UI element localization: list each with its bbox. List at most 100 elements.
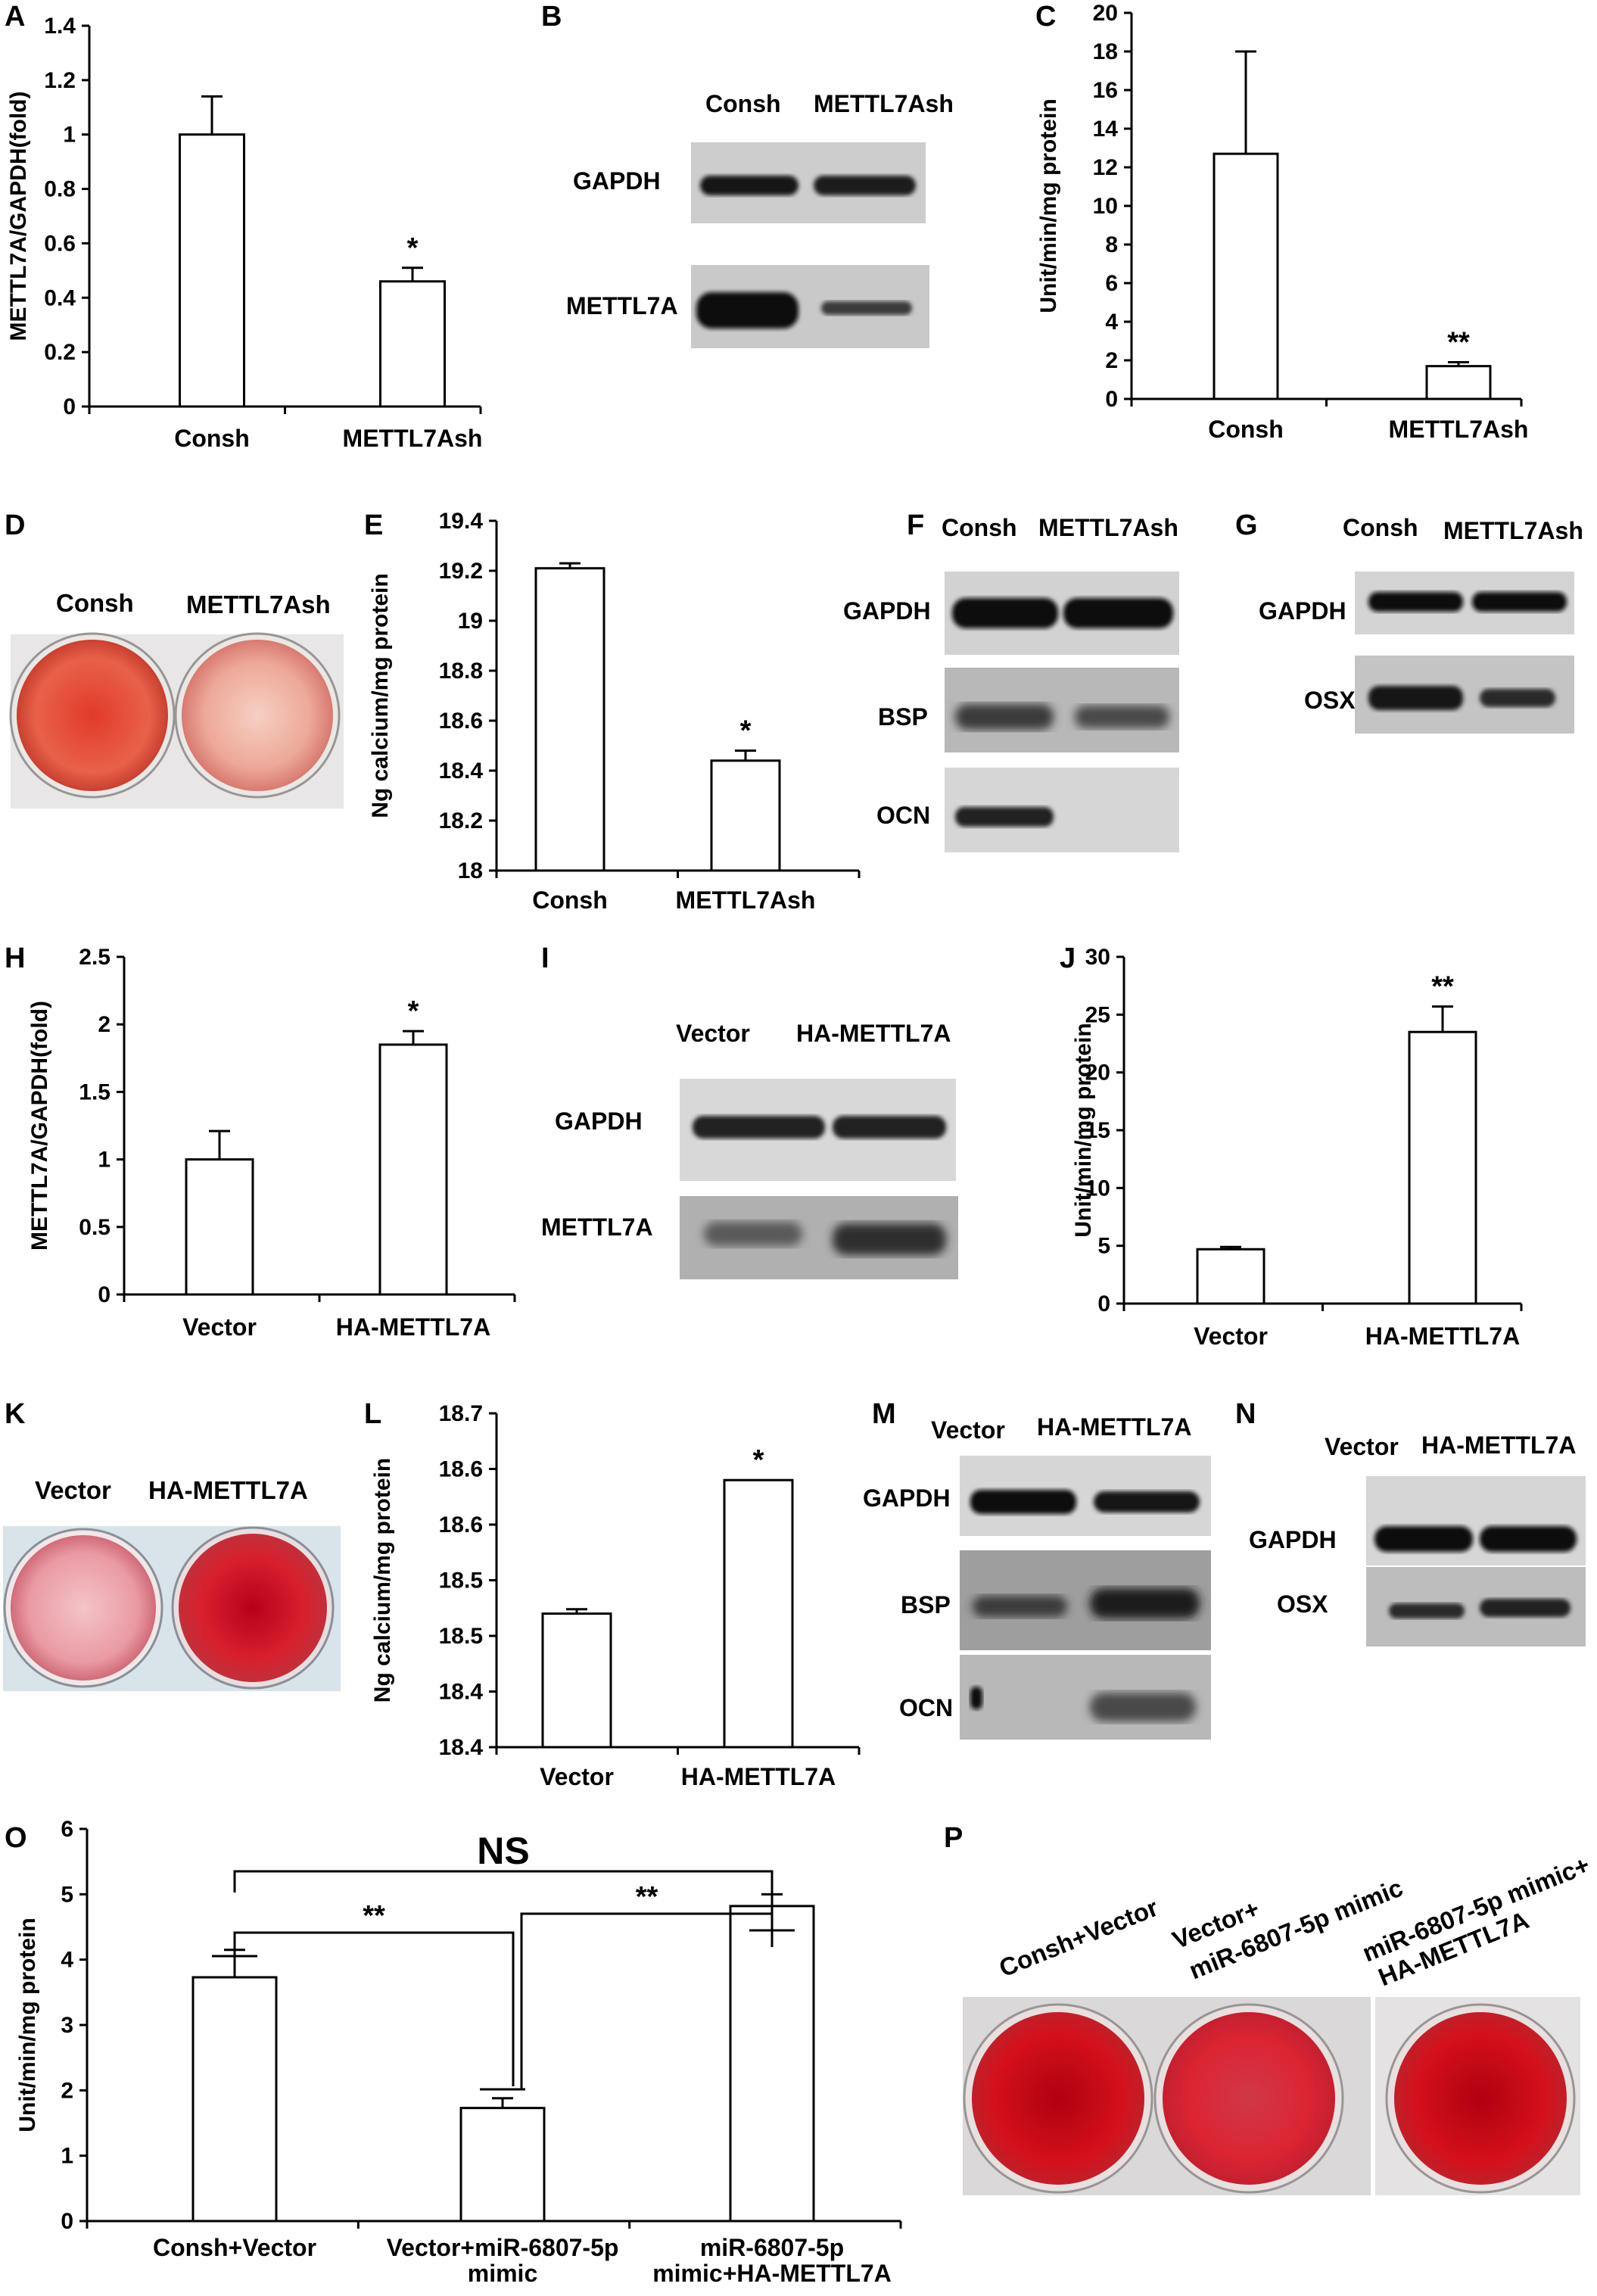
chart-c-y-tick-label: 18 (1093, 39, 1118, 64)
chart-c-category-label: Consh (1208, 416, 1284, 443)
chart-a-category-label: METTL7Ash (343, 425, 483, 452)
blot-m-band-gapdh-1 (970, 1490, 1076, 1514)
blot-n-membrane-gapdh (1366, 1476, 1586, 1565)
panel-label-b: B (541, 1, 562, 33)
chart-a-y-tick-label: 1.2 (44, 68, 76, 93)
chart-o-category-label: Vector+miR-6807-5p (387, 2234, 619, 2261)
chart-h-category-label: HA-METTL7A (336, 1313, 490, 1341)
chart-o-category-label: miR-6807-5p (700, 2234, 844, 2261)
dish-p-label-consh-vector: Consh+Vector (995, 1893, 1163, 1983)
chart-o-bar (191, 1976, 278, 2223)
chart-e-y-tick-label: 18.4 (439, 759, 484, 784)
chart-e-y-tick-label: 18.8 (439, 659, 483, 684)
chart-j-bar (1196, 1248, 1265, 1305)
chart-o-y-tick-label: 0 (61, 2209, 73, 2234)
dish-k-well-ha-mettl7a (179, 1534, 327, 1682)
chart-c-bar (1213, 152, 1279, 400)
western-blot-g: Consh METTL7Ash GAPDH OSX (1259, 514, 1583, 734)
blot-i-band-mettl7a-2 (833, 1223, 946, 1255)
blot-g-row-osx: OSX (1304, 687, 1356, 714)
chart-o-y-tick-label: 1 (61, 2144, 73, 2169)
chart-o-comparison-label: NS (477, 1830, 529, 1872)
chart-o-comparison-bracket (233, 1870, 774, 1947)
chart-h-y-axis-label: METTL7A/GAPDH(fold) (27, 1001, 52, 1251)
blot-f-band-gapdh-1 (952, 598, 1058, 628)
blot-m-row-gapdh: GAPDH (863, 1484, 951, 1512)
blot-b-lane-consh: Consh (705, 90, 781, 117)
chart-j-y-tick-label: 30 (1085, 945, 1110, 970)
chart-a-y-tick-label: 0.4 (44, 285, 76, 310)
blot-f-band-bsp-2 (1075, 706, 1169, 728)
chart-o-y-tick-label: 4 (61, 1948, 73, 1973)
panel-label-c: C (1035, 1, 1056, 33)
chart-l-y-tick-label: 18.6 (439, 1512, 483, 1537)
blot-b-row-mettl7a: METTL7A (566, 292, 678, 319)
blot-n-band-gapdh-2 (1480, 1526, 1577, 1552)
chart-h-category-label: Vector (182, 1313, 257, 1341)
chart-c-y-tick-label: 10 (1093, 194, 1118, 219)
chart-j-significance: ** (1431, 971, 1454, 1003)
western-blot-n: Vector HA-METTL7A GAPDH OSX (1249, 1431, 1586, 1646)
blot-m-band-bsp-1 (973, 1596, 1067, 1617)
chart-e-bar (710, 759, 781, 872)
chart-j-y-tick-label: 5 (1097, 1234, 1110, 1259)
chart-c-y-tick-label: 8 (1105, 232, 1118, 257)
chart-h-y-tick-label: 2.5 (79, 945, 111, 970)
chart-h-y-tick-label: 2 (98, 1012, 111, 1037)
dish-d-well-consh (17, 640, 168, 791)
chart-o-category-label: Consh+Vector (153, 2234, 316, 2261)
blot-n-lane-vector: Vector (1325, 1433, 1399, 1460)
blot-f-lane-mettl7ash: METTL7Ash (1038, 514, 1178, 541)
dish-p-well-consh-vector (972, 2012, 1144, 2185)
panel-label-i: I (541, 942, 549, 974)
panel-label-f: F (907, 509, 924, 541)
chart-a-y-tick-label: 0.6 (44, 231, 76, 256)
chart-l-significance: * (753, 1444, 764, 1476)
chart-a-bar (379, 280, 446, 408)
blot-b-band-mettl7a-1 (696, 292, 798, 329)
chart-o-y-axis-label: Unit/min/mg protein (15, 1917, 40, 2132)
panel-label-g: G (1235, 509, 1258, 541)
chart-o-category-label: mimic+HA-METTL7A (652, 2260, 892, 2287)
panel-label-e: E (364, 509, 383, 541)
chart-a-y-tick-label: 0.8 (44, 177, 76, 202)
chart-c-category-label: METTL7Ash (1389, 416, 1529, 443)
chart-panel-e: 18 18.2 18.4 18.6 18.8 19 19.2 19.4 Consh * METTL7… (368, 509, 861, 914)
chart-c-y-tick-label: 12 (1093, 155, 1118, 180)
chart-a-y-axis-label: METTL7A/GAPDH(fold) (6, 92, 31, 341)
chart-e-bar (534, 567, 605, 872)
dish-d-label-mettl7ash: METTL7Ash (186, 590, 331, 618)
chart-a-significance: * (407, 232, 419, 264)
chart-l-category-label: HA-METTL7A (681, 1763, 836, 1790)
blot-f-band-gapdh-2 (1063, 598, 1173, 628)
chart-o-category-label: mimic (468, 2260, 537, 2287)
chart-l-y-tick-label: 18.5 (439, 1624, 483, 1649)
chart-j-category-label: Vector (1194, 1322, 1268, 1350)
chart-j-y-tick-label: 15 (1085, 1118, 1110, 1143)
chart-c-y-tick-label: 20 (1093, 1, 1118, 26)
dish-p-well-mir-mimic-ha (1394, 2012, 1567, 2185)
blot-f-row-bsp: BSP (878, 703, 928, 731)
chart-e-y-tick-label: 18.6 (439, 709, 483, 734)
western-blot-b: Consh METTL7Ash GAPDH METTL7A (566, 90, 954, 348)
chart-l-y-tick-label: 18.4 (439, 1680, 484, 1705)
chart-panel-j: 0 5 10 15 20 25 30 Vector ** HA-METTL7A Unit/min/m… (1071, 945, 1523, 1350)
chart-e-y-tick-label: 19.4 (439, 509, 484, 534)
chart-e-y-axis-label: Ng calcium/mg protein (368, 573, 393, 818)
blot-g-band-gapdh-1 (1368, 592, 1463, 612)
blot-n-band-osx-1 (1389, 1603, 1465, 1618)
chart-c-y-tick-label: 14 (1093, 117, 1119, 142)
panel-label-p: P (944, 1822, 963, 1854)
blot-n-lane-ha-mettl7a: HA-METTL7A (1421, 1431, 1576, 1459)
chart-c-y-tick-label: 0 (1105, 387, 1118, 412)
chart-a-bar (179, 133, 245, 408)
western-blot-i: Vector HA-METTL7A GAPDH METTL7A (541, 1020, 958, 1279)
chart-j-y-tick-label: 0 (1097, 1291, 1110, 1316)
panel-label-d: D (5, 509, 25, 541)
chart-e-significance: * (740, 715, 752, 747)
chart-a-category-label: Consh (174, 425, 250, 452)
blot-m-lane-ha-mettl7a: HA-METTL7A (1037, 1413, 1191, 1441)
chart-c-bar (1425, 365, 1492, 400)
